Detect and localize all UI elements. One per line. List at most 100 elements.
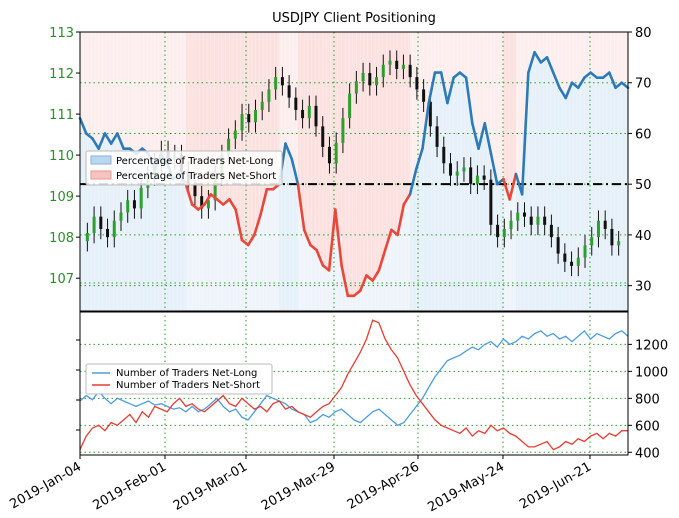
pct-seg-35 (296, 182, 306, 232)
left-tick-label-112: 112 (49, 67, 74, 82)
pct-seg-29 (259, 187, 269, 216)
pct-seg-63 (471, 122, 480, 150)
bg-long-81 (584, 75, 592, 311)
pct-seg-26 (240, 238, 250, 247)
legend-net-short-label: Percentage of Traders Net-Short (116, 171, 276, 182)
bg-long-22 (217, 201, 224, 311)
candle-body-0 (85, 233, 89, 242)
legend-net-long-label: Percentage of Traders Net-Long (116, 156, 274, 167)
bg-long-28 (254, 224, 262, 311)
bg-long-57 (434, 72, 442, 311)
bg-long-7 (123, 148, 131, 311)
bg-long-37 (310, 247, 318, 311)
left-tick-label-111: 111 (49, 108, 74, 123)
candle-body-29 (280, 77, 284, 86)
bg-long-16 (179, 179, 187, 311)
pct-seg-25 (234, 208, 244, 242)
x-tick-label-3: 2019-Mar-29 (259, 459, 338, 513)
candle-body-40 (354, 81, 358, 94)
bg-short-46 (366, 32, 374, 279)
bg-short-78 (565, 32, 573, 91)
bg-long-44 (354, 293, 361, 311)
bg-long-79 (571, 85, 579, 311)
pct-seg-19 (197, 203, 206, 211)
bg-short-55 (422, 32, 430, 126)
bg-short-17 (185, 32, 193, 195)
x-tick-label-1: 2019-Feb-01 (90, 459, 169, 513)
bg-short-82 (590, 32, 598, 76)
bg-long-15 (173, 176, 181, 311)
bg-long-27 (248, 239, 255, 311)
pct-seg-21 (209, 193, 219, 201)
candle-body-16 (193, 183, 197, 197)
bg-short-41 (335, 32, 343, 238)
bg-short-77 (559, 32, 567, 93)
bg-long-84 (603, 75, 610, 311)
right-tick-label-40: 40 (635, 229, 652, 244)
bg-short-10 (142, 32, 149, 152)
pct-seg-45 (358, 274, 368, 293)
legend-top-box (85, 150, 283, 186)
bg-long-53 (410, 181, 417, 311)
bg-long-69 (509, 186, 517, 311)
bg-short-36 (304, 32, 311, 238)
bg-long-62 (466, 100, 473, 312)
pct-seg-37 (309, 243, 318, 252)
bg-short-23 (223, 32, 230, 202)
bg-long-0 (80, 125, 87, 311)
bg-long-33 (285, 151, 293, 311)
bg-long-11 (148, 161, 156, 311)
candle-body-43 (375, 77, 379, 86)
bg-short-2 (92, 32, 100, 144)
top-panel-frame (79, 31, 629, 312)
bg-long-56 (428, 87, 436, 311)
legend-net-long-swatch (90, 155, 112, 165)
candle-body-5 (119, 212, 123, 221)
pct-seg-62 (464, 76, 474, 125)
bg-long-82 (590, 75, 598, 311)
bg-short-24 (229, 32, 237, 205)
bg-long-21 (210, 196, 218, 311)
bg-short-58 (441, 32, 448, 88)
candle-body-61 (496, 224, 500, 238)
bg-long-36 (304, 237, 311, 311)
candle-body-44 (381, 64, 385, 78)
pct-seg-77 (558, 86, 568, 100)
bg-long-23 (223, 201, 230, 311)
candle-body-59 (482, 175, 486, 180)
pct-seg-79 (570, 81, 580, 90)
bg-short-6 (117, 32, 125, 142)
bg-long-42 (341, 280, 349, 311)
candle-body-73 (576, 257, 580, 266)
bg-short-56 (428, 32, 436, 88)
candle-body-23 (240, 114, 244, 131)
bg-long-19 (198, 207, 206, 311)
candle-body-55 (455, 171, 459, 176)
candle-body-27 (267, 89, 271, 102)
bg-short-53 (410, 32, 417, 182)
bg-short-30 (266, 32, 274, 190)
bg-long-14 (167, 171, 174, 311)
bg-long-86 (615, 85, 623, 311)
bg-short-47 (372, 32, 380, 276)
pct-seg-47 (371, 269, 381, 282)
bg-short-61 (459, 32, 467, 76)
bg-long-12 (154, 161, 162, 311)
right-tick-label-60: 60 (635, 127, 652, 142)
bg-long-38 (316, 257, 324, 311)
bg-long-67 (497, 181, 504, 311)
candle-body-77 (603, 220, 607, 229)
bg-short-51 (397, 32, 405, 220)
candle-body-19 (213, 175, 217, 201)
pct-seg-85 (608, 71, 617, 90)
pct-seg-65 (483, 122, 493, 156)
bg-short-37 (310, 32, 318, 248)
legend-count-short-label: Number of Traders Net-Short (116, 380, 260, 391)
pct-seg-41 (334, 208, 343, 267)
left-tick-label-113: 113 (49, 26, 74, 41)
bg-long-76 (553, 80, 560, 311)
bg-long-30 (266, 189, 274, 311)
bg-long-31 (273, 186, 280, 311)
pct-seg-64 (477, 122, 487, 150)
